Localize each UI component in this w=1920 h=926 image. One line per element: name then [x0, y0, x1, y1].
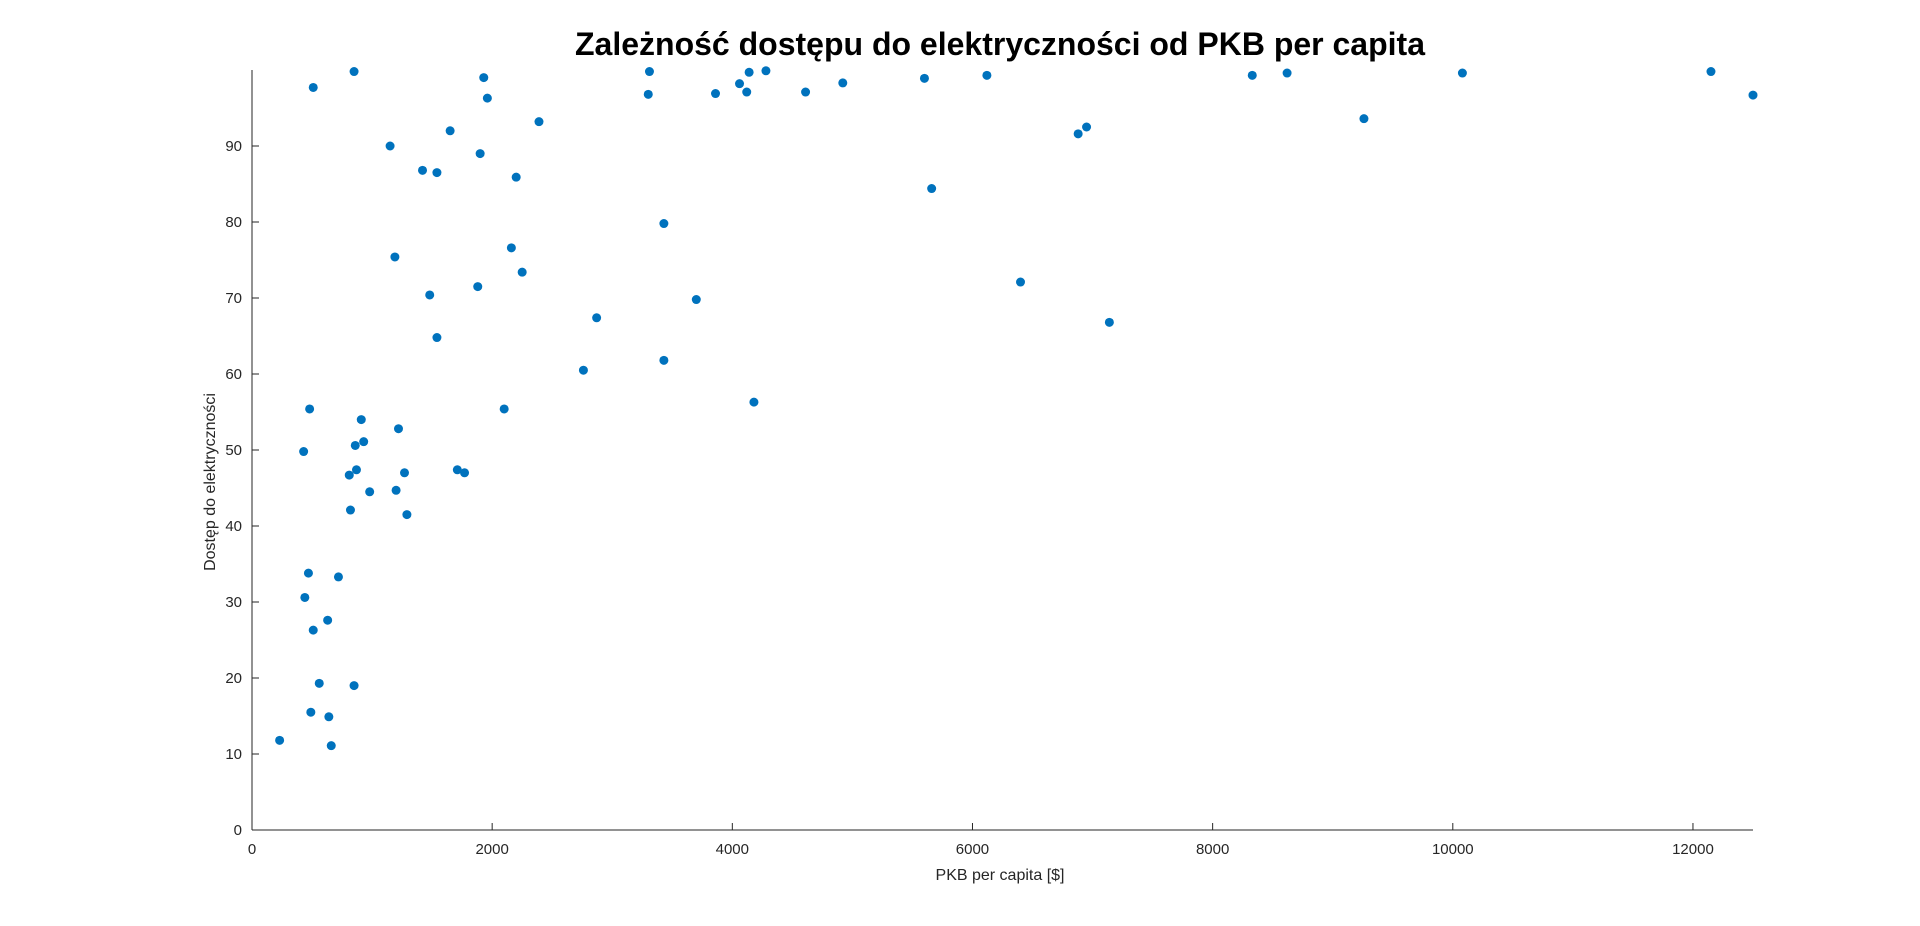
data-point [432, 168, 442, 178]
data-point [306, 707, 316, 717]
data-point [349, 681, 359, 691]
data-point [350, 440, 360, 450]
data-point [659, 355, 669, 365]
y-tick-label: 30 [225, 594, 242, 611]
data-point [1748, 90, 1758, 100]
data-point [359, 437, 369, 447]
data-point [365, 487, 375, 497]
chart-title: Zależność dostępu do elektryczności od P… [575, 26, 1425, 62]
data-point [801, 87, 811, 97]
data-point [534, 117, 544, 127]
data-point [761, 66, 771, 76]
y-axis-ticks: 0 10 20 30 40 50 60 70 80 90 [225, 138, 259, 839]
x-tick-label: 0 [248, 841, 256, 858]
data-point [578, 365, 588, 375]
data-point [391, 485, 401, 495]
data-point [460, 468, 470, 478]
data-point [1104, 317, 1114, 327]
data-point [659, 219, 669, 229]
data-point [644, 67, 654, 77]
y-tick-label: 10 [225, 746, 242, 763]
data-point [742, 87, 752, 97]
data-point [351, 465, 361, 475]
y-tick-label: 50 [225, 442, 242, 459]
data-point [356, 415, 366, 425]
data-point [314, 678, 324, 688]
data-point [927, 184, 937, 194]
data-point [473, 282, 483, 292]
data-point [475, 149, 485, 159]
data-point [1706, 67, 1716, 77]
data-point [323, 615, 333, 625]
y-tick-label: 80 [225, 214, 242, 231]
y-axis-label: Dostęp do elektryczności [202, 393, 219, 571]
x-axis-ticks: 0 2000 4000 6000 8000 10000 12000 [248, 823, 1714, 858]
x-tick-label: 2000 [475, 841, 508, 858]
data-point [1359, 114, 1369, 124]
x-tick-label: 12000 [1672, 841, 1714, 858]
data-point [735, 79, 745, 89]
data-point [479, 73, 489, 83]
data-point [308, 82, 318, 92]
data-point [344, 470, 354, 480]
data-point [299, 447, 309, 457]
y-tick-label: 20 [225, 670, 242, 687]
data-point [919, 73, 929, 83]
y-tick-label: 70 [225, 290, 242, 307]
data-point [308, 625, 318, 635]
data-point [324, 712, 334, 722]
data-point [1457, 68, 1467, 78]
data-point [1073, 129, 1083, 139]
data-point [385, 141, 395, 151]
data-point [506, 243, 516, 253]
data-point [418, 165, 428, 175]
data-point [1247, 70, 1257, 80]
data-point [275, 735, 285, 745]
data-point [390, 252, 400, 262]
data-point [1016, 277, 1026, 287]
data-point [511, 172, 521, 182]
data-point [691, 295, 701, 305]
data-points [275, 66, 1758, 751]
data-point [300, 592, 310, 602]
data-point [333, 572, 343, 582]
data-point [305, 404, 315, 414]
data-point [482, 93, 492, 103]
axes [251, 70, 1753, 831]
data-point [349, 67, 359, 77]
data-point [1282, 68, 1292, 78]
data-point [711, 89, 721, 99]
data-point [744, 67, 754, 77]
data-point [445, 126, 455, 136]
data-point [1082, 122, 1092, 132]
y-tick-label: 40 [225, 518, 242, 535]
data-point [400, 468, 410, 478]
x-axis-label: PKB per capita [$] [936, 867, 1065, 884]
y-tick-label: 60 [225, 366, 242, 383]
data-point [393, 424, 403, 434]
x-tick-label: 4000 [716, 841, 749, 858]
data-point [345, 505, 355, 515]
data-point [592, 313, 602, 323]
data-point [838, 78, 848, 88]
data-point [749, 397, 759, 407]
data-point [303, 568, 313, 578]
data-point [432, 333, 442, 343]
y-tick-label: 90 [225, 138, 242, 155]
data-point [517, 267, 527, 277]
data-point [402, 510, 412, 520]
data-point [982, 70, 992, 80]
data-point [452, 465, 462, 475]
x-tick-label: 10000 [1432, 841, 1474, 858]
data-point [326, 741, 336, 751]
data-point [425, 290, 435, 300]
x-tick-label: 6000 [956, 841, 989, 858]
x-tick-label: 8000 [1196, 841, 1229, 858]
data-point [499, 404, 509, 414]
data-point [643, 89, 653, 99]
y-tick-label: 0 [234, 822, 242, 839]
